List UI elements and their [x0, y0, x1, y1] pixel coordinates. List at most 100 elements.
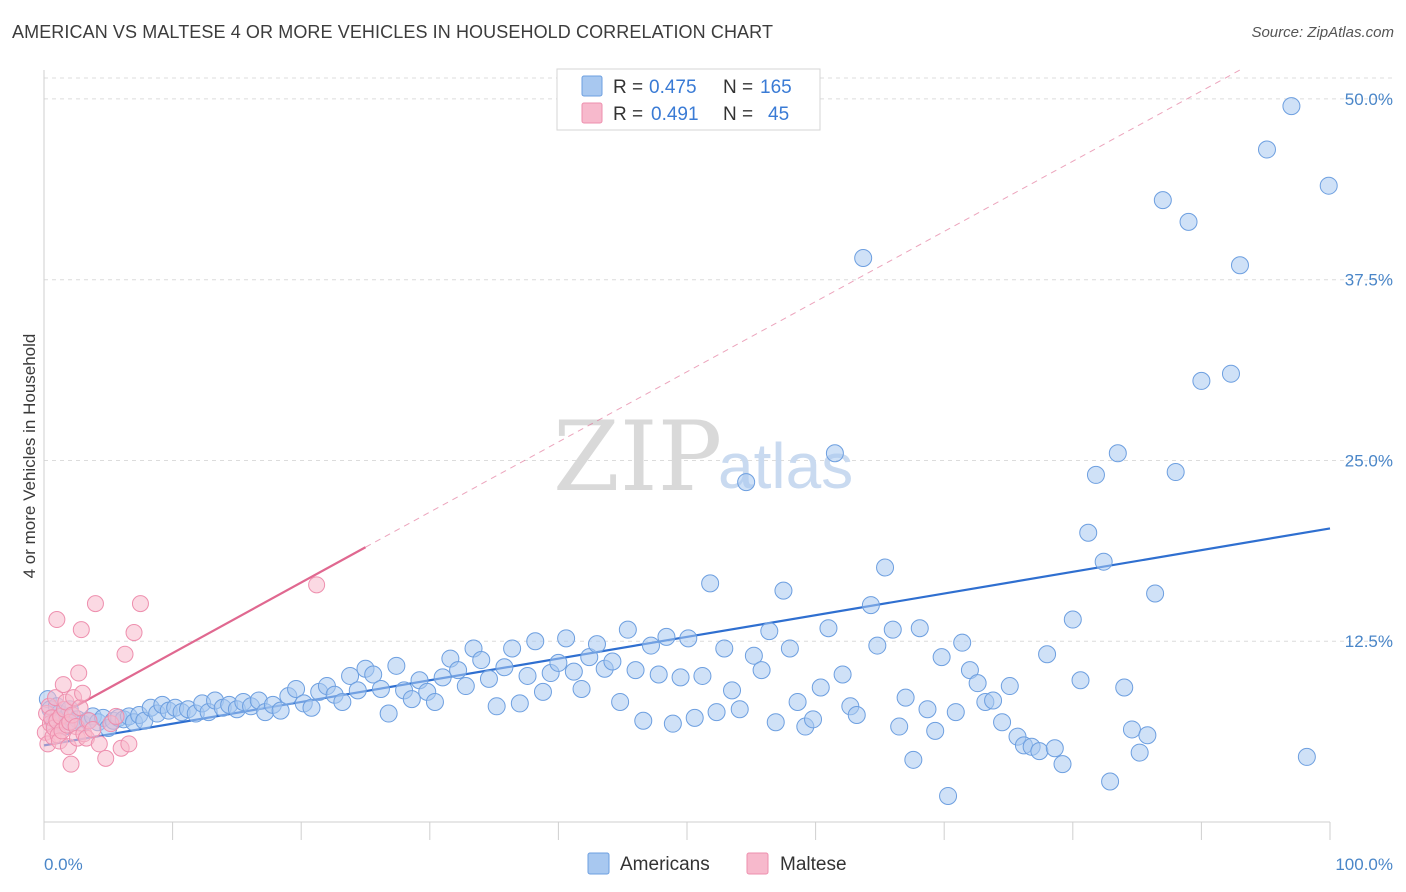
bottom-legend: Americans Maltese: [587, 852, 847, 875]
americans-point-116: [819, 619, 838, 638]
americans-point-80: [549, 653, 568, 672]
y-axis-label: 4 or more Vehicles in Household: [20, 334, 39, 579]
maltese-point-20: [62, 755, 80, 773]
americans-point-146: [1038, 645, 1057, 664]
maltese-point-25: [70, 664, 88, 682]
americans-point-154: [1101, 772, 1120, 791]
americans-point-95: [663, 714, 682, 733]
americans-point-170: [1319, 176, 1338, 195]
top-legend: R = 0.475 N = 165 R = 0.491 N = 45: [556, 68, 821, 131]
americans-point-57: [371, 679, 390, 698]
chart-source: Source: ZipAtlas.com: [1251, 24, 1394, 41]
maltese-point-41: [125, 624, 143, 642]
americans-point-149: [1063, 610, 1082, 629]
americans-point-122: [861, 596, 880, 615]
americans-point-88: [611, 692, 630, 711]
americans-point-65: [433, 668, 452, 687]
americans-point-93: [649, 665, 668, 684]
americans-point-134: [946, 703, 965, 722]
americans-point-87: [603, 652, 622, 671]
americans-point-44: [271, 701, 290, 720]
americans-point-165: [1221, 364, 1240, 383]
bottom-legend-swatch-americans: [587, 852, 610, 875]
americans-point-118: [833, 665, 852, 684]
maltese-point-40: [120, 735, 138, 753]
americans-point-168: [1282, 97, 1301, 116]
americans-point-163: [1179, 212, 1198, 231]
americans-point-74: [503, 639, 522, 658]
legend-swatch-maltese: [581, 102, 603, 124]
bottom-legend-label-americans: Americans: [620, 854, 710, 875]
americans-point-108: [760, 622, 779, 641]
maltese-point-39: [116, 645, 134, 663]
americans-point-141: [1000, 677, 1019, 696]
maltese-point-32: [84, 720, 102, 738]
legend-n-label-americans: N =: [723, 77, 753, 98]
maltese-point-37: [107, 707, 125, 725]
legend-r-label-maltese: R =: [613, 104, 643, 125]
americans-point-151: [1079, 523, 1098, 542]
americans-point-117: [825, 444, 844, 463]
americans-point-159: [1138, 726, 1157, 745]
americans-point-72: [487, 697, 506, 716]
y-tick-label-1: 25.0%: [1345, 451, 1393, 470]
americans-point-128: [904, 750, 923, 769]
americans-point-54: [348, 681, 367, 700]
americans-point-81: [557, 629, 576, 648]
americans-point-125: [883, 620, 902, 639]
americans-point-155: [1108, 444, 1127, 463]
maltese-point-33: [86, 595, 104, 613]
americans-point-68: [456, 677, 475, 696]
americans-point-132: [932, 648, 951, 667]
watermark-atlas: atlas: [718, 430, 853, 502]
americans-point-73: [495, 658, 514, 677]
americans-point-120: [847, 705, 866, 724]
americans-point-59: [387, 656, 406, 675]
americans-point-89: [618, 620, 637, 639]
americans-point-115: [811, 678, 830, 697]
americans-point-140: [993, 713, 1012, 732]
americans-point-52: [333, 692, 352, 711]
americans-point-83: [572, 679, 591, 698]
americans-point-127: [896, 688, 915, 707]
legend-r-value-maltese: 0.491: [651, 104, 699, 125]
chart-title: AMERICAN VS MALTESE 4 OR MORE VEHICLES I…: [12, 22, 774, 42]
legend-r-label-americans: R =: [613, 77, 643, 98]
americans-point-61: [402, 690, 421, 709]
americans-point-164: [1192, 371, 1211, 390]
americans-point-150: [1071, 671, 1090, 690]
legend-swatch-americans: [581, 75, 603, 97]
americans-point-112: [788, 692, 807, 711]
americans-point-161: [1153, 191, 1172, 210]
americans-point-99: [693, 666, 712, 685]
americans-point-147: [1045, 739, 1064, 758]
americans-point-103: [723, 681, 742, 700]
americans-point-131: [926, 721, 945, 740]
americans-point-129: [910, 619, 929, 638]
americans-point-97: [679, 629, 698, 648]
maltese-trend-extension: [365, 69, 1241, 548]
americans-point-104: [730, 700, 749, 719]
y-tick-label-3: 50.0%: [1345, 90, 1393, 109]
americans-point-78: [533, 682, 552, 701]
americans-point-152: [1086, 465, 1105, 484]
americans-point-153: [1094, 552, 1113, 571]
americans-point-121: [854, 249, 873, 267]
americans-point-85: [587, 635, 606, 654]
americans-point-67: [449, 661, 468, 680]
americans-point-46: [287, 679, 306, 698]
watermark-zip: ZIP: [553, 401, 722, 513]
x-tick-label-0: 0.0%: [44, 855, 83, 874]
watermark: ZIP atlas: [553, 401, 853, 513]
americans-point-76: [518, 666, 537, 685]
americans-point-123: [868, 636, 887, 655]
maltese-point-34: [90, 735, 108, 753]
americans-point-75: [510, 694, 529, 713]
americans-point-110: [774, 581, 793, 600]
americans-point-130: [918, 700, 937, 719]
maltese-point-35: [97, 749, 115, 767]
americans-point-166: [1230, 256, 1249, 275]
americans-point-96: [671, 668, 690, 687]
americans-point-156: [1115, 678, 1134, 697]
y-tick-label-2: 37.5%: [1345, 271, 1393, 290]
